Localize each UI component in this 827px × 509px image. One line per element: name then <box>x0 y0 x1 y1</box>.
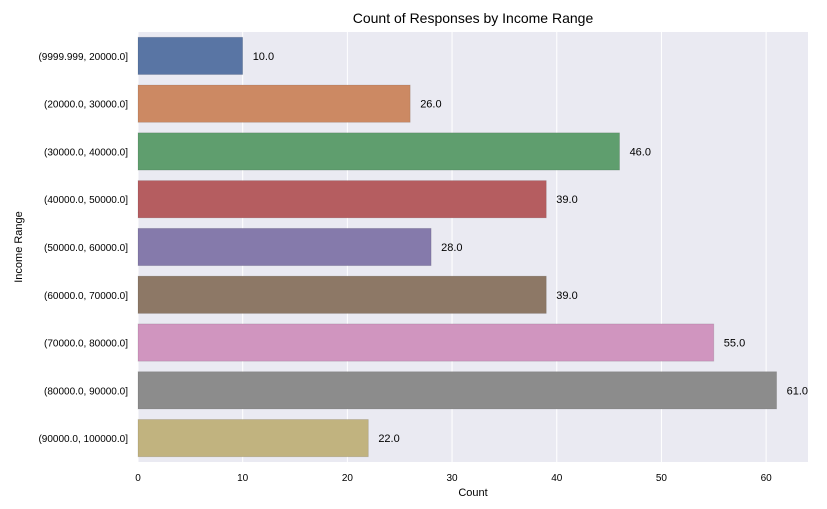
value-label-5: 28.0 <box>441 242 462 254</box>
value-label-6: 39.0 <box>556 290 577 302</box>
value-label-1: 10.0 <box>253 51 274 63</box>
y-tick-label-1: (9999.999, 20000.0] <box>38 52 128 63</box>
y-tick-label-2: (20000.0, 30000.0] <box>44 100 128 111</box>
y-tick-label-8: (80000.0, 90000.0] <box>44 386 128 397</box>
bar-5 <box>137 227 432 267</box>
y-tick-label-4: (40000.0, 50000.0] <box>44 195 128 206</box>
bar-7 <box>137 323 715 362</box>
x-tick-label-30: 30 <box>447 473 459 484</box>
value-label-4: 39.0 <box>556 194 577 206</box>
y-tick-label-3: (30000.0, 40000.0] <box>44 147 128 158</box>
x-tick-label-60: 60 <box>761 473 773 484</box>
y-tick-label-6: (60000.0, 70000.0] <box>44 291 128 302</box>
x-axis-label: Count <box>458 487 487 499</box>
value-label-9: 22.0 <box>378 433 399 445</box>
bar-6 <box>137 275 547 314</box>
value-label-3: 46.0 <box>630 146 651 158</box>
value-label-2: 26.0 <box>420 99 441 111</box>
value-label-7: 55.0 <box>724 338 745 350</box>
x-tick-label-50: 50 <box>656 473 668 484</box>
bar-2 <box>137 84 411 123</box>
y-tick-label-5: (50000.0, 60000.0] <box>44 243 128 254</box>
x-tick-label-40: 40 <box>551 473 563 484</box>
y-tick-label-7: (70000.0, 80000.0] <box>44 339 128 350</box>
x-tick-label-0: 0 <box>135 473 141 484</box>
y-axis-label: Income Range <box>13 211 25 283</box>
bar-8 <box>137 371 777 410</box>
bar-1 <box>137 36 244 75</box>
y-tick-labels: (9999.999, 20000.0] (20000.0, 30000.0] (30… <box>38 52 128 445</box>
bars <box>137 36 777 458</box>
bar-4 <box>137 180 547 219</box>
x-tick-label-20: 20 <box>342 473 354 484</box>
bar-3 <box>137 132 620 171</box>
value-label-8: 61.0 <box>787 385 808 397</box>
y-tick-label-9: (90000.0, 100000.0] <box>38 434 128 445</box>
bar-9 <box>137 419 369 458</box>
chart-title: Count of Responses by Income Range <box>353 10 594 26</box>
x-tick-labels: 0 10 20 30 40 50 60 <box>135 473 772 484</box>
value-labels: 10.0 26.0 46.0 39.0 28.0 39.0 55.0 61.0 22.0 <box>253 51 808 445</box>
x-tick-label-10: 10 <box>237 473 249 484</box>
